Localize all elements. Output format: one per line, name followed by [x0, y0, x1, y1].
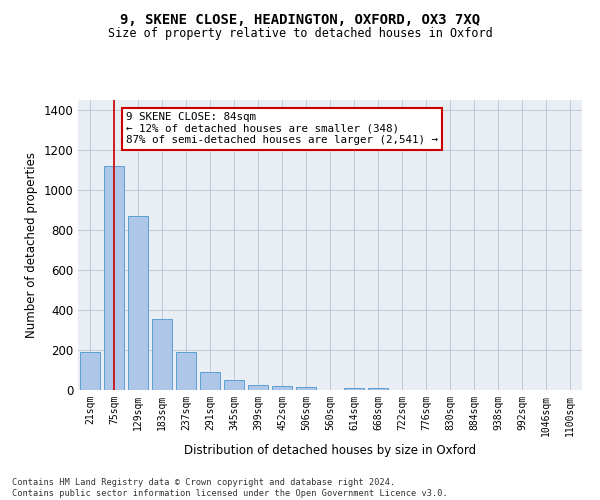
Bar — [344, 388, 364, 390]
Text: Size of property relative to detached houses in Oxford: Size of property relative to detached ho… — [107, 28, 493, 40]
Bar — [248, 385, 268, 390]
Bar — [80, 352, 100, 390]
Bar — [176, 352, 196, 390]
Bar — [200, 372, 220, 390]
Bar — [224, 380, 244, 390]
Text: 9 SKENE CLOSE: 84sqm
← 12% of detached houses are smaller (348)
87% of semi-deta: 9 SKENE CLOSE: 84sqm ← 12% of detached h… — [126, 112, 438, 145]
Text: 9, SKENE CLOSE, HEADINGTON, OXFORD, OX3 7XQ: 9, SKENE CLOSE, HEADINGTON, OXFORD, OX3 … — [120, 12, 480, 26]
Bar — [128, 216, 148, 390]
Bar — [368, 388, 388, 390]
Bar — [272, 386, 292, 390]
X-axis label: Distribution of detached houses by size in Oxford: Distribution of detached houses by size … — [184, 444, 476, 458]
Bar — [296, 387, 316, 390]
Y-axis label: Number of detached properties: Number of detached properties — [25, 152, 38, 338]
Text: Contains HM Land Registry data © Crown copyright and database right 2024.
Contai: Contains HM Land Registry data © Crown c… — [12, 478, 448, 498]
Bar — [152, 319, 172, 390]
Bar — [104, 166, 124, 390]
